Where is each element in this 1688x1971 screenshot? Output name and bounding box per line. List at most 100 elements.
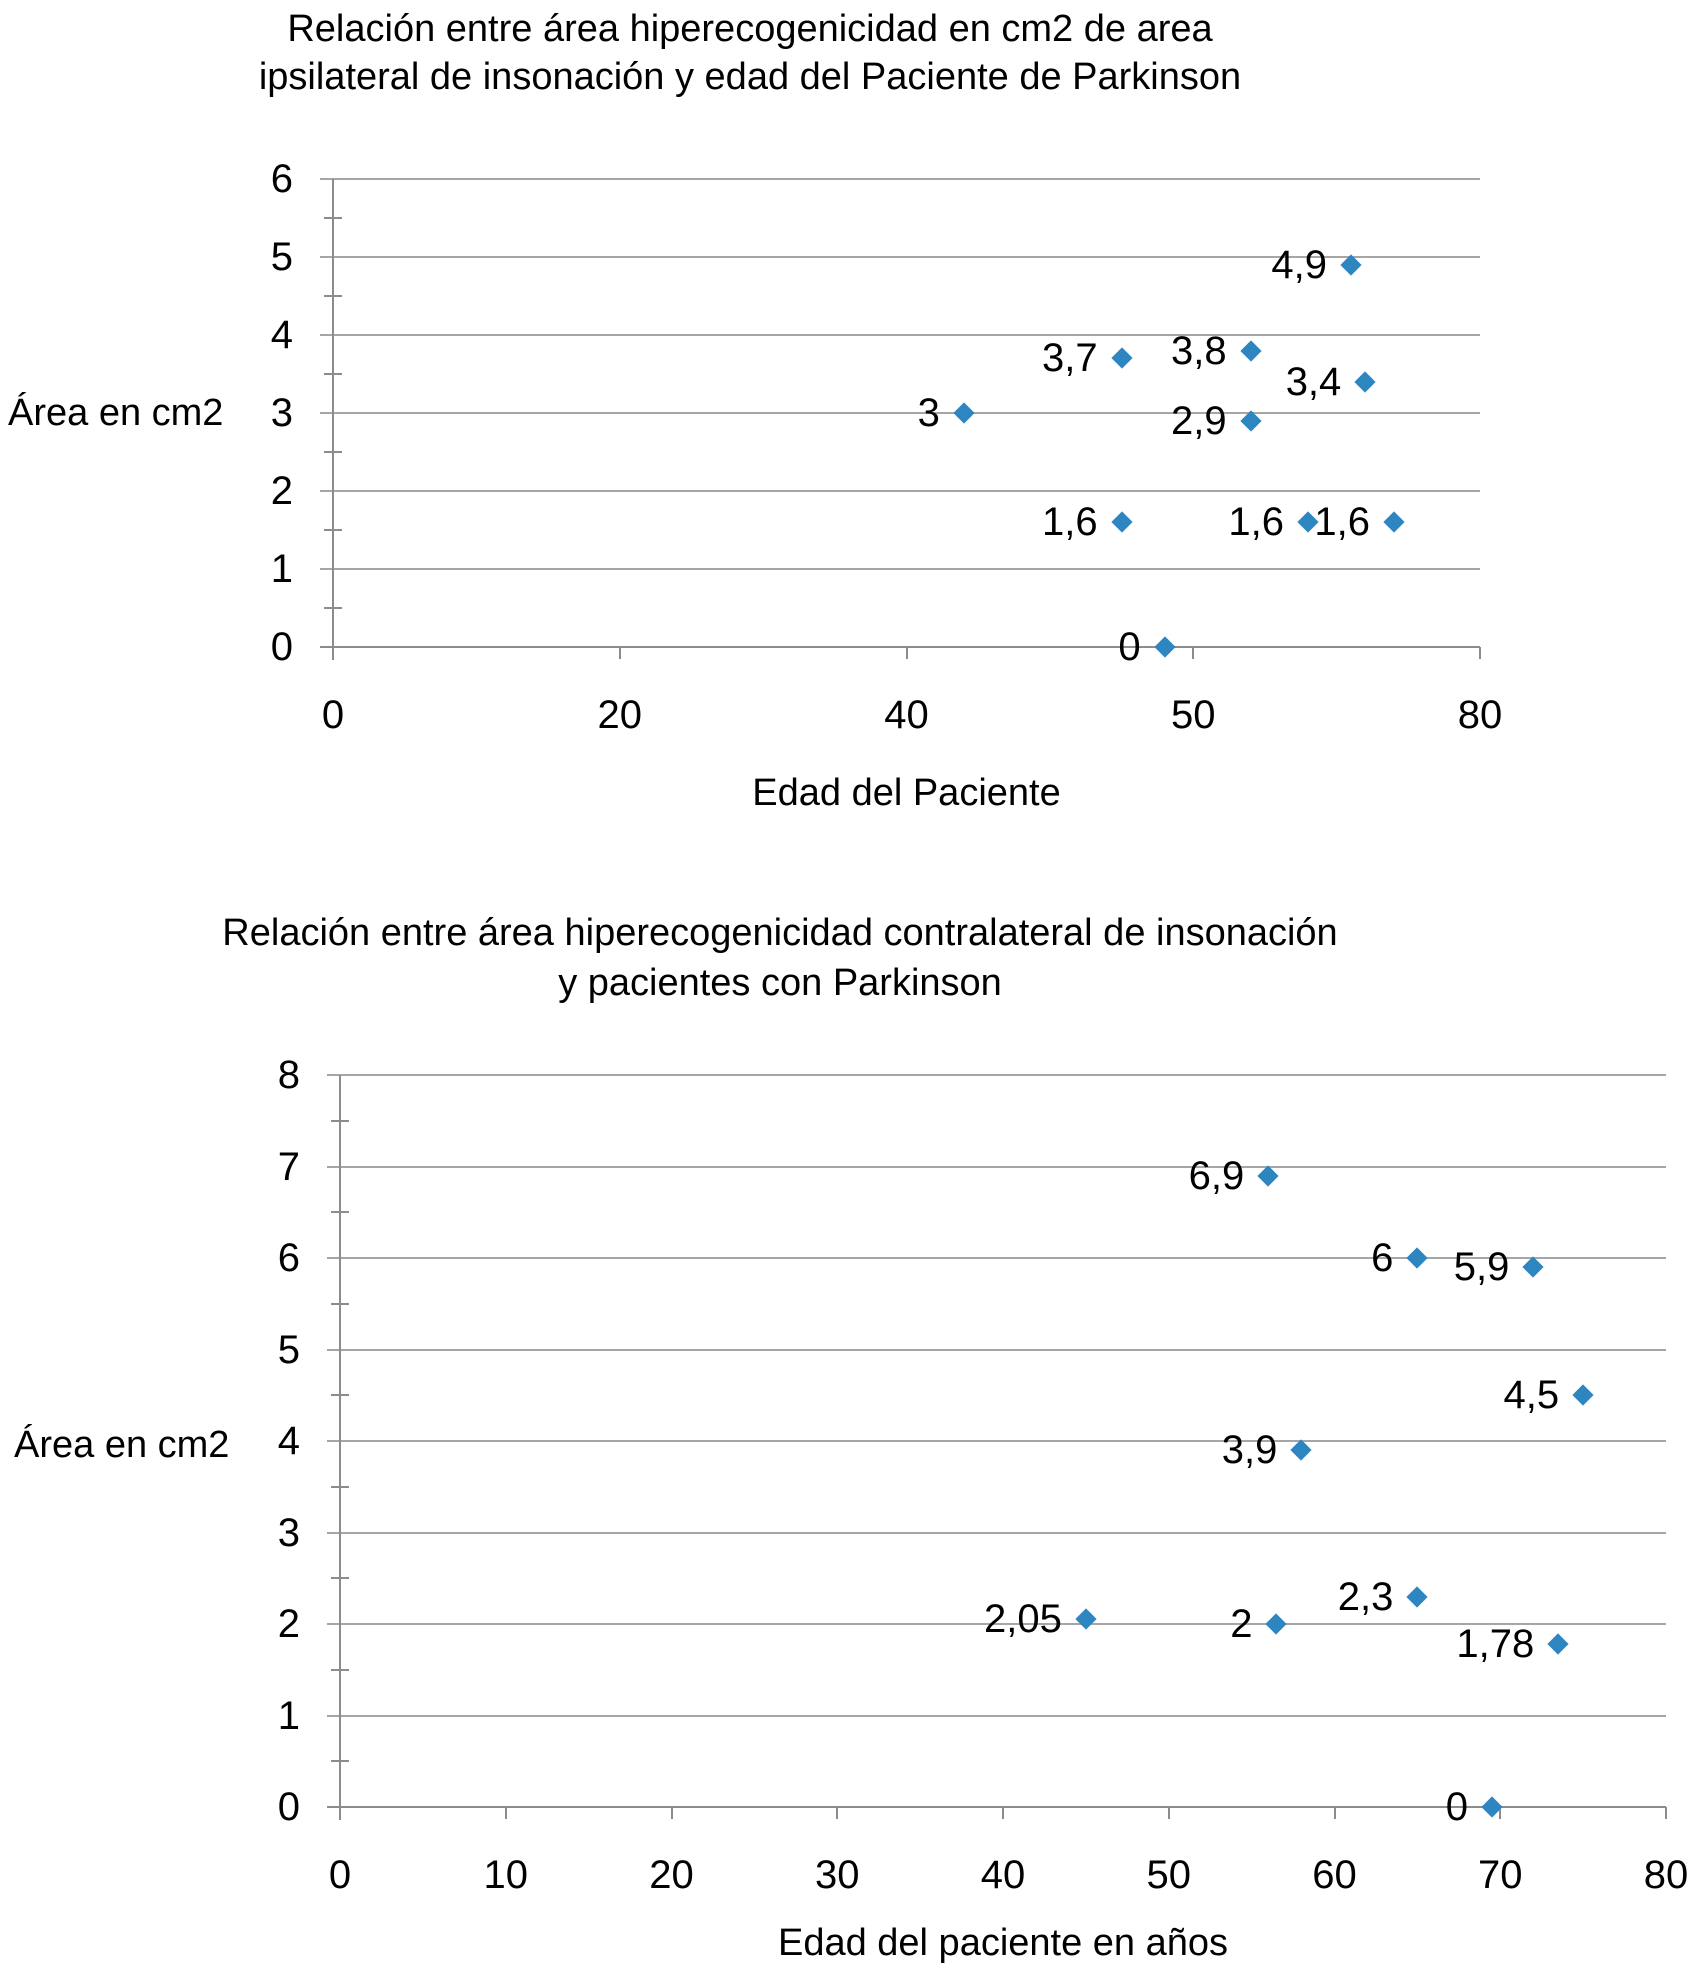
x-axis-line (320, 646, 1480, 648)
data-point-label: 1,78 (1456, 1622, 1535, 1667)
x-tick-label: 60 (1312, 1853, 1357, 1897)
data-point-marker (1572, 1384, 1594, 1406)
gridline (320, 256, 1480, 258)
x-axis-tick (618, 647, 621, 659)
x-tick-label: 40 (980, 1853, 1026, 1897)
data-point-marker (1383, 511, 1405, 533)
y-tick-label: 7 (277, 1144, 300, 1189)
x-axis-tick (1665, 1807, 1667, 1819)
y-tick-label: 4 (277, 1419, 300, 1463)
x-tick-label: 10 (483, 1853, 529, 1897)
data-point-marker (1406, 1585, 1428, 1608)
x-tick-label: 0 (328, 1853, 352, 1897)
data-point-marker (1239, 339, 1262, 362)
x-axis-tick (332, 647, 334, 659)
x-tick-label: 30 (815, 1853, 860, 1897)
x-tick-label: 20 (649, 1853, 694, 1897)
x-axis-tick (1479, 647, 1481, 659)
gridline (320, 334, 1480, 336)
data-point-label: 2,05 (984, 1597, 1062, 1642)
y-tick-label: 1 (277, 1693, 300, 1738)
y-tick-label: 8 (277, 1053, 300, 1097)
data-point-marker (1290, 1439, 1312, 1461)
data-point-label: 1,6 (1041, 500, 1098, 545)
y-tick-label: 6 (270, 157, 293, 201)
x-axis-tick (1167, 1807, 1170, 1819)
x-axis-line (327, 1806, 1666, 1808)
x-axis-tick (1333, 1807, 1336, 1819)
data-point-marker (1354, 371, 1376, 393)
data-point-label: 3,9 (1221, 1428, 1278, 1473)
y-tick-label: 1 (270, 547, 293, 591)
y-axis-line (339, 1075, 341, 1820)
gridline (320, 178, 1480, 180)
x-axis-title-ipsilateral: Edad del Paciente (752, 772, 1061, 814)
data-point-label: 1,6 (1228, 500, 1284, 545)
data-point-label: 4,9 (1271, 242, 1327, 287)
x-tick-label: 0 (321, 693, 345, 737)
gridline (327, 1623, 1666, 1625)
data-point-marker (1153, 636, 1176, 658)
chart-title-contralateral: Relación entre área hiperecogenicidad co… (80, 908, 1480, 1008)
data-point-label: 1,6 (1314, 500, 1370, 545)
x-tick-label: 50 (1146, 1853, 1192, 1897)
y-axis-line (332, 179, 334, 660)
x-tick-label: 20 (597, 693, 643, 737)
x-axis-tick (504, 1807, 507, 1819)
x-axis-tick (1192, 647, 1195, 659)
y-tick-label: 0 (277, 1785, 300, 1829)
x-axis-tick (905, 647, 908, 659)
x-axis-tick (670, 1807, 673, 1819)
gridline (320, 568, 1480, 570)
x-tick-label: 40 (884, 693, 929, 737)
gridline (327, 1348, 1666, 1351)
data-point-label: 3,7 (1041, 336, 1098, 381)
data-point-label: 2,9 (1170, 398, 1227, 443)
gridline (327, 1074, 1666, 1076)
data-point-label: 2,3 (1337, 1574, 1394, 1619)
x-tick-label: 50 (1171, 693, 1216, 737)
data-point-marker (1522, 1256, 1544, 1278)
x-axis-tick (1002, 1807, 1004, 1819)
x-axis-tick (836, 1807, 839, 1819)
gridline (327, 1257, 1666, 1259)
chart-title-ipsilateral: Relación entre área hiperecogenicidad en… (100, 5, 1400, 101)
plot-area-ipsilateral: 0 1 2 3 4 5 6 0 20 40 50 80 3 3,7 1,6 0 3,8 2,9 1,6 4,9 3,4 1… (271, 159, 1503, 735)
data-point-marker (1257, 1165, 1279, 1187)
data-point-label: 3 (917, 391, 940, 436)
gridline (327, 1440, 1666, 1442)
y-tick-label: 0 (270, 625, 293, 669)
y-tick-label: 3 (277, 1510, 300, 1555)
data-point-label: 4,5 (1503, 1373, 1560, 1418)
x-tick-label: 80 (1457, 693, 1503, 737)
chart-title-line1: Relación entre área hiperecogenicidad en… (287, 8, 1213, 50)
y-tick-label: 4 (270, 313, 293, 357)
y-tick-label: 2 (277, 1602, 300, 1646)
chart-title-line1: Relación entre área hiperecogenicidad co… (222, 912, 1338, 954)
gridline (320, 490, 1480, 492)
y-axis-title-ipsilateral: Área en cm2 (8, 392, 224, 434)
data-point-label: 2 (1230, 1602, 1253, 1647)
chart-title-line2: ipsilateral de insonación y edad del Pac… (258, 56, 1242, 98)
x-tick-label: 80 (1643, 1853, 1688, 1897)
chart-title-line2: y pacientes con Parkinson (558, 962, 1002, 1004)
y-tick-label: 6 (277, 1236, 300, 1280)
y-tick-label: 5 (277, 1327, 300, 1372)
x-axis-tick (1499, 1807, 1502, 1819)
gridline (327, 1165, 1666, 1168)
y-tick-label: 5 (270, 235, 293, 279)
gridline (320, 412, 1480, 414)
data-point-label: 0 (1118, 625, 1141, 670)
data-point-marker (1547, 1633, 1569, 1655)
gridline (327, 1531, 1666, 1534)
y-axis-title-contralateral: Área en cm2 (14, 1424, 230, 1466)
data-point-label: 6 (1371, 1236, 1394, 1281)
x-tick-label: 70 (1478, 1853, 1523, 1897)
y-tick-label: 3 (270, 391, 293, 435)
data-point-label: 5,9 (1453, 1245, 1510, 1290)
y-tick-label: 2 (270, 469, 293, 513)
data-point-label: 3,8 (1170, 328, 1227, 373)
plot-area-contralateral: 0 1 2 3 4 5 6 7 8 0 10 20 30 40 50 60 70 80 2,05 6,9 2 3,9 6 2,… (278, 1055, 1688, 1895)
x-axis-title-contralateral: Edad del paciente en años (777, 1922, 1229, 1964)
